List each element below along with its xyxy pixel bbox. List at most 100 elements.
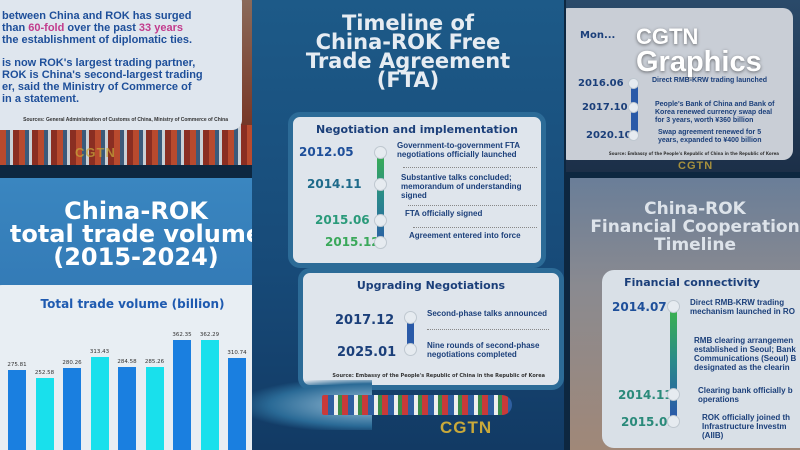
event-line: Direct RMB-KRW trading (690, 298, 785, 307)
cgtn-watermark: CGTN (678, 160, 714, 172)
divider (427, 329, 549, 330)
event-line: negotiations officially launched (397, 150, 517, 159)
timeline-event: RMB clearing arrangemen established in Se… (694, 336, 796, 372)
timeline-dot (404, 311, 417, 324)
logo-line-1: CGTN (636, 24, 699, 49)
logo-line-2: Graphics (636, 46, 762, 78)
upgrading-card: Upgrading Negotiations Source: Embassy o… (298, 268, 564, 390)
fta-timeline-panel: Timeline of China-ROK Free Trade Agreement… (252, 0, 564, 450)
timeline-dot (628, 130, 639, 141)
event-line: designated as the clearin (694, 363, 790, 372)
summary-para-2: is now ROK's largest trading partner, ROK… (2, 57, 203, 105)
timeline-event: Government-to-government FTA negotiations… (397, 141, 520, 159)
timeline-dot (374, 146, 387, 159)
monetary-card: Mon... Source: Embassy of the People's R… (566, 8, 793, 160)
timeline-date: 2025.01 (337, 345, 397, 360)
event-line: RMB clearing arrangemen (694, 336, 794, 345)
bar-2020 (145, 366, 164, 450)
timeline-date: 2014.11 (307, 177, 362, 191)
source-note: Source: Embassy of the People's Republic… (332, 373, 545, 379)
timeline-event: People's Bank of China and Bank of Korea … (655, 101, 775, 125)
timeline-dot (628, 78, 639, 89)
timeline-date: 2015.12 (325, 235, 380, 249)
timeline-line (377, 147, 384, 247)
timeline-event: Direct RMB-KRW trading mechanism launched… (690, 298, 795, 316)
event-line: Swap agreement renewed for 5 (658, 129, 762, 136)
timeline-dot (628, 102, 639, 113)
bar-label: 310.74 (227, 349, 247, 356)
bar-label: 285.26 (144, 358, 165, 365)
timeline-date: 2020.10 (586, 130, 632, 141)
event-line: Korea renewed currency swap deal (655, 109, 773, 116)
negotiation-card: Negotiation and implementation 2012.05 Go… (288, 112, 546, 268)
event-line: signed (401, 191, 427, 200)
trade-title: China-ROK total trade volume (2015-2024) (9, 197, 263, 271)
timeline-line (670, 306, 677, 416)
section-title: Mon... (580, 30, 616, 41)
timeline-date: 2014.07 (612, 300, 667, 314)
timeline-event: Direct RMB-KRW trading launched (652, 77, 767, 85)
section-title: Negotiation and implementation (316, 123, 518, 136)
timeline-event: Substantive talks concluded; memorandum o… (401, 173, 521, 200)
timeline-dot (667, 388, 680, 401)
timeline-dot (667, 300, 680, 313)
bar-label: 362.29 (199, 332, 220, 338)
timeline-date: 2017.12 (335, 313, 395, 328)
timeline-date: 2016.06 (578, 78, 624, 89)
fta-title: Timeline of China-ROK Free Trade Agreement… (305, 11, 511, 92)
timeline-date: 2017.10 (582, 102, 628, 113)
container-ship (322, 395, 512, 415)
bar-2016 (35, 377, 54, 450)
timeline-event: Swap agreement renewed for 5 years, expan… (658, 129, 761, 145)
chart-title: Total trade volume (billion) (40, 297, 225, 311)
monetary-panel: Mon... Source: Embassy of the People's R… (566, 0, 800, 172)
timeline-dot (374, 214, 387, 227)
section-title: Upgrading Negotiations (356, 279, 506, 292)
source-note: Source: Embassy of the People's Republic… (608, 151, 779, 156)
bar-label: 362.35 (172, 331, 192, 338)
bar-label: 284.58 (117, 358, 137, 365)
bar-2023 (228, 357, 246, 450)
event-line: Infrastructure Investm (702, 422, 787, 431)
event-line: Government-to-government FTA (397, 141, 520, 150)
cgtn-graphics-logo: CGTN Graphics (636, 24, 762, 78)
timeline-line (407, 319, 414, 355)
bar-2015 (8, 369, 26, 450)
divider (408, 205, 537, 206)
bar-2021 (173, 339, 191, 450)
timeline-event: Clearing bank officially b operations (698, 386, 793, 404)
event-line: established in Seoul; Bank (694, 345, 796, 354)
port-image (0, 125, 275, 165)
event-line: FTA officially signed (405, 209, 483, 218)
event-line: Clearing bank officially b (698, 386, 793, 395)
bar-2019 (118, 366, 136, 450)
event-line: Second-phase talks announced (427, 309, 548, 318)
bar-label: 252.58 (34, 369, 55, 376)
timeline-date: 2015.06 (315, 213, 370, 227)
event-line: mechanism launched in RO (690, 307, 795, 316)
timeline-date: 2012.05 (299, 145, 354, 159)
event-line: memorandum of understanding (401, 182, 522, 191)
timeline-date: 2014.11 (618, 388, 673, 402)
timeline-event: FTA officially signed (405, 209, 482, 218)
bar-label: 280.26 (62, 360, 82, 367)
trade-volume-panel: China-ROK total trade volume (2015-2024) T… (0, 178, 282, 450)
event-line: operations (698, 395, 739, 404)
event-line: Agreement entered into force (409, 231, 521, 240)
timeline-dot (404, 343, 417, 356)
event-line: ROK officially joined th (702, 413, 791, 422)
event-line: Nine rounds of second-phase (427, 341, 540, 350)
financial-card: Financial connectivity 2014.07 Direct RMB… (602, 270, 800, 448)
finance-title: China-ROK Financial Cooperation Timeline (590, 199, 800, 255)
timeline-date: 2015.03 (621, 415, 676, 429)
trade-chart: Total trade volume (billion) 275.81 252.5… (0, 285, 275, 450)
financial-cooperation-panel: China-ROK Financial Cooperation Timeline F… (570, 178, 800, 450)
summary-card: between China and ROK has surged than 60-… (0, 0, 242, 130)
bar-label: 275.81 (7, 361, 27, 368)
event-line: negotiations completed (427, 350, 517, 359)
event-line: Direct RMB-KRW trading launched (652, 77, 767, 84)
event-line: years, expanded to ¥400 billion (658, 137, 762, 144)
section-title: Financial connectivity (624, 276, 760, 289)
bar-2018 (90, 356, 109, 450)
event-line: for 3 years, worth ¥360 billion (655, 117, 754, 124)
